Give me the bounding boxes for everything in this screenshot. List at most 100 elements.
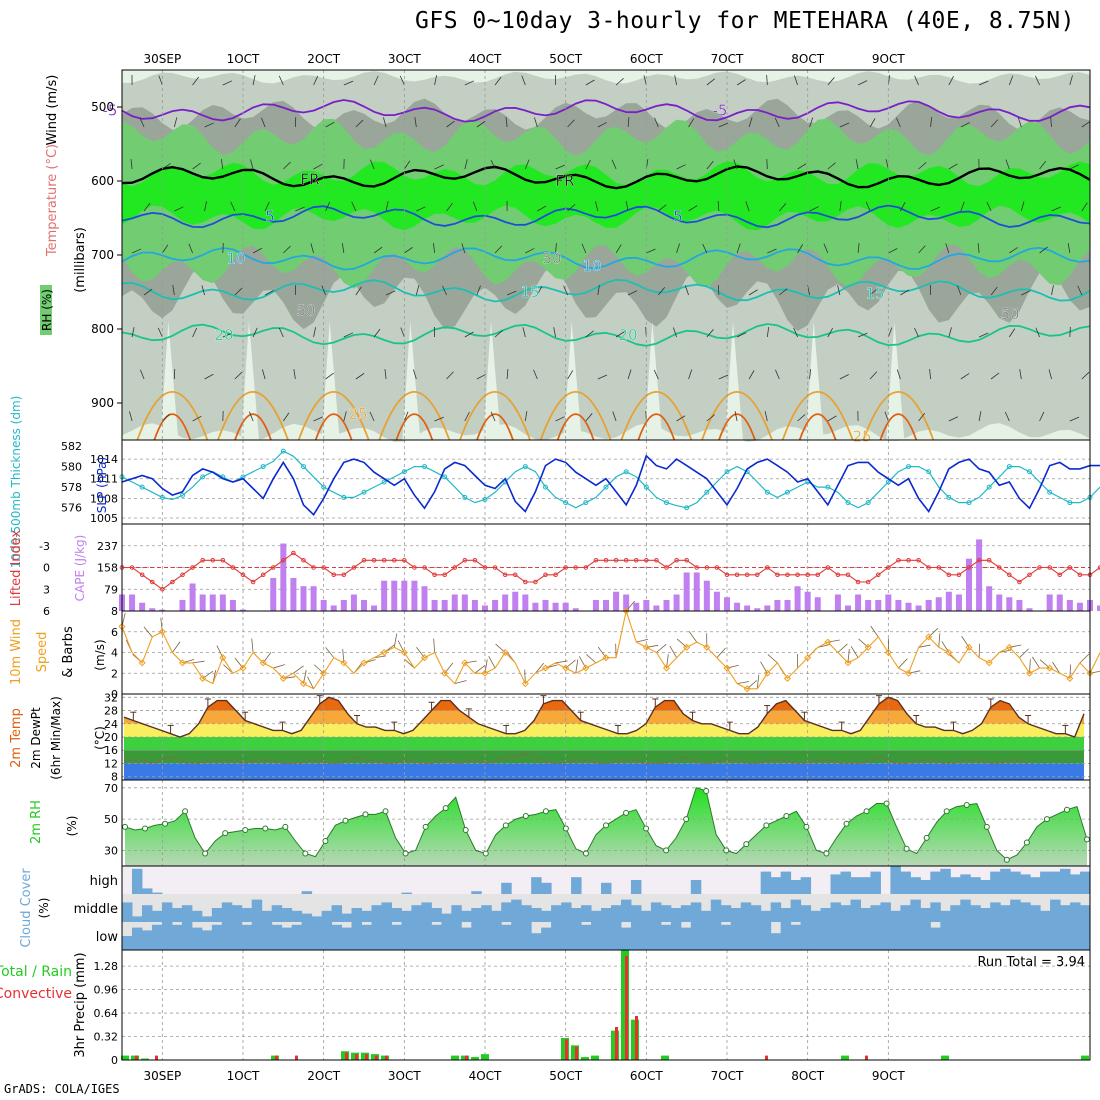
cloud-bar xyxy=(531,877,542,894)
cape-bar xyxy=(361,599,367,611)
wind-barb xyxy=(839,374,849,380)
cloud-bar xyxy=(411,922,422,950)
cape-bar xyxy=(482,605,488,611)
wind-barb xyxy=(295,206,305,212)
wind-speed-point xyxy=(461,659,469,667)
wind-barb xyxy=(172,285,175,296)
cloud-bar xyxy=(790,899,802,922)
li-point xyxy=(946,572,952,578)
cloud-bar xyxy=(141,930,153,950)
cape-bar xyxy=(1026,608,1033,611)
cloud-bar xyxy=(680,905,692,922)
thickness-point xyxy=(906,464,911,470)
wind-barb xyxy=(736,79,746,86)
isotherm-line xyxy=(121,246,1091,271)
isotherm-line xyxy=(121,165,1091,190)
wind-barb xyxy=(918,412,926,422)
cloud-bar xyxy=(830,902,842,922)
li-point xyxy=(855,579,861,585)
li-point xyxy=(260,572,266,578)
thickness-tick-label: 582 xyxy=(61,440,82,453)
rh-tick-label: 70 xyxy=(104,782,118,795)
cape-bar xyxy=(855,594,862,611)
wind-barb xyxy=(706,161,714,170)
cape-bar xyxy=(492,599,499,611)
cloud-bar xyxy=(630,880,642,894)
cloud-bar xyxy=(391,908,402,922)
li-point xyxy=(1027,572,1032,578)
thickness-point xyxy=(724,469,730,475)
cloud-bar xyxy=(750,905,762,922)
cloud-bar xyxy=(850,877,861,894)
cloud-bar xyxy=(820,922,832,950)
wind-barb xyxy=(310,243,314,254)
wind-barb xyxy=(1067,243,1071,254)
contour-label: 20 xyxy=(214,326,233,344)
precip-frame xyxy=(121,949,1091,1061)
cape-bar xyxy=(350,594,357,611)
cloud-bar xyxy=(471,908,482,922)
wind-barb xyxy=(615,331,625,338)
rh-point xyxy=(603,822,609,829)
slp-tick-label: 1008 xyxy=(90,492,118,505)
wind-speed-point xyxy=(541,664,550,672)
wind-barb xyxy=(581,243,587,254)
thickness-point xyxy=(522,464,528,470)
isotherm-arch xyxy=(879,413,918,441)
cloud-bar xyxy=(660,905,672,922)
cloud-bar xyxy=(461,927,472,950)
wind-barb xyxy=(129,411,133,422)
thickness-point xyxy=(1006,464,1012,470)
page-title: GFS 0~10day 3-hourly for METEHARA (40E, … xyxy=(415,8,1075,34)
legend-total-rain: Total / Rain xyxy=(0,964,72,980)
cloud-bar xyxy=(860,877,871,894)
cloud-bar xyxy=(960,899,971,922)
wind-barb xyxy=(343,411,347,422)
wind-barb xyxy=(343,80,354,86)
cape-bar xyxy=(915,605,922,611)
wind-barb xyxy=(1081,371,1090,380)
contour-label: 20 xyxy=(618,326,637,344)
cloud-bar xyxy=(511,899,522,922)
rh-point xyxy=(442,805,449,812)
wind-barb xyxy=(143,626,153,638)
cloud-bar xyxy=(1020,922,1031,950)
cloud-bar xyxy=(1060,905,1071,922)
wind-barb xyxy=(1004,411,1010,422)
wind-barb xyxy=(252,247,263,254)
wind-barb xyxy=(373,328,381,338)
wind-barb xyxy=(446,371,454,380)
wind-barb xyxy=(222,332,233,338)
wind-barb xyxy=(669,645,677,658)
wind-barb xyxy=(373,246,383,254)
isotherm-arch xyxy=(136,391,209,441)
ytick-label: 700 xyxy=(91,248,114,262)
wind-barb xyxy=(313,75,319,86)
wind-barb xyxy=(586,654,597,664)
wind-barb xyxy=(899,202,906,212)
cloud-bar xyxy=(151,924,163,950)
cape-bar xyxy=(451,594,458,611)
rh-point xyxy=(542,808,549,815)
thickness-point xyxy=(381,479,387,485)
cloud-bar xyxy=(780,871,792,894)
wind-barb xyxy=(957,285,962,296)
wind-barb xyxy=(684,285,689,296)
cloud-bar xyxy=(261,922,273,950)
wind-speed-point xyxy=(158,628,166,636)
temp-band xyxy=(124,750,1084,764)
wind-barb xyxy=(990,286,998,296)
li-point xyxy=(291,550,296,556)
cloud-row-label: middle xyxy=(74,902,118,917)
cape-bar xyxy=(713,591,720,611)
cape-bar xyxy=(219,594,226,611)
wind-barb xyxy=(1051,206,1061,212)
wind-barb xyxy=(464,331,474,338)
cloud-bar xyxy=(620,927,632,950)
wind-speed-point xyxy=(985,659,993,667)
cloud-bar xyxy=(850,922,861,950)
wind-barb xyxy=(476,285,481,296)
wind-barb xyxy=(555,243,557,254)
cape-bar xyxy=(461,594,468,611)
cloud-bar xyxy=(531,933,542,950)
